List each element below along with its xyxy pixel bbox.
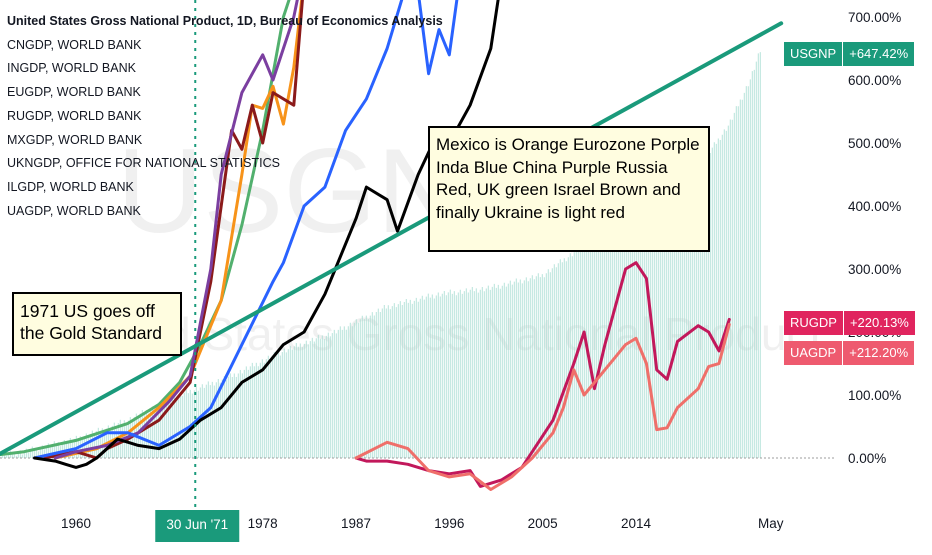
x-tick-label: 1987 bbox=[341, 516, 371, 531]
annotation-color-key[interactable]: Mexico is Orange Eurozone Porple Inda Bl… bbox=[428, 126, 710, 252]
badge-usgnp-value: +647.42% bbox=[843, 42, 915, 66]
legend-item[interactable]: MXGDP, WORLD BANK bbox=[7, 132, 143, 147]
badge-rugdp-name: RUGDP bbox=[784, 311, 843, 335]
y-tick-label: 100.00% bbox=[848, 388, 901, 403]
x-tick-label: 2014 bbox=[621, 516, 652, 531]
y-tick-label: 700.00% bbox=[848, 10, 901, 25]
series-line-cngdp bbox=[53, 0, 299, 460]
y-tick-label: 300.00% bbox=[848, 262, 901, 277]
legend-item[interactable]: ILGDP, WORLD BANK bbox=[7, 179, 134, 194]
crosshair-label: 30 Jun '71 bbox=[166, 517, 228, 532]
x-tick-label: 1960 bbox=[61, 516, 91, 531]
usgnp-area bbox=[0, 52, 761, 458]
legend-item[interactable]: RUGDP, WORLD BANK bbox=[7, 108, 142, 123]
badge-usgnp-name: USGNP bbox=[784, 42, 843, 66]
crosshair-label-box bbox=[155, 510, 240, 542]
series-line-ukngdp bbox=[0, 0, 291, 457]
y-tick-label: 500.00% bbox=[848, 136, 901, 151]
legend-item[interactable]: CNGDP, WORLD BANK bbox=[7, 37, 142, 52]
badge-rugdp: RUGDP +220.13% bbox=[784, 311, 915, 335]
badge-uagdp: UAGDP +212.20% bbox=[784, 341, 915, 365]
x-tick-label: 1978 bbox=[248, 516, 278, 531]
legend-item[interactable]: INGDP, WORLD BANK bbox=[7, 61, 136, 76]
badge-uagdp-value: +212.20% bbox=[843, 341, 915, 365]
badge-rugdp-value: +220.13% bbox=[843, 311, 915, 335]
y-tick-label: 400.00% bbox=[848, 199, 901, 214]
y-tick-label: 600.00% bbox=[848, 73, 901, 88]
badge-usgnp: USGNP +647.42% bbox=[784, 42, 915, 66]
series-line-uagdp bbox=[354, 322, 731, 491]
x-tick-label: 2005 bbox=[528, 516, 558, 531]
y-tick-label: 0.00% bbox=[848, 451, 886, 466]
annotation-gold-standard[interactable]: 1971 US goes off the Gold Standard bbox=[12, 292, 182, 356]
legend-item[interactable]: EUGDP, WORLD BANK bbox=[7, 85, 141, 100]
series-line-ingdp bbox=[33, 0, 459, 460]
legend: United States Gross National Product, 1D… bbox=[7, 10, 443, 223]
chart-title: United States Gross National Product, 1D… bbox=[7, 14, 443, 28]
legend-item[interactable]: UKNGDP, OFFICE FOR NATIONAL STATISTICS bbox=[7, 156, 280, 171]
legend-item[interactable]: UAGDP, WORLD BANK bbox=[7, 203, 141, 218]
x-tick-label: 1996 bbox=[434, 516, 464, 531]
badge-uagdp-name: UAGDP bbox=[784, 341, 843, 365]
trendline bbox=[0, 21, 784, 457]
x-tick-label: May bbox=[758, 516, 784, 531]
